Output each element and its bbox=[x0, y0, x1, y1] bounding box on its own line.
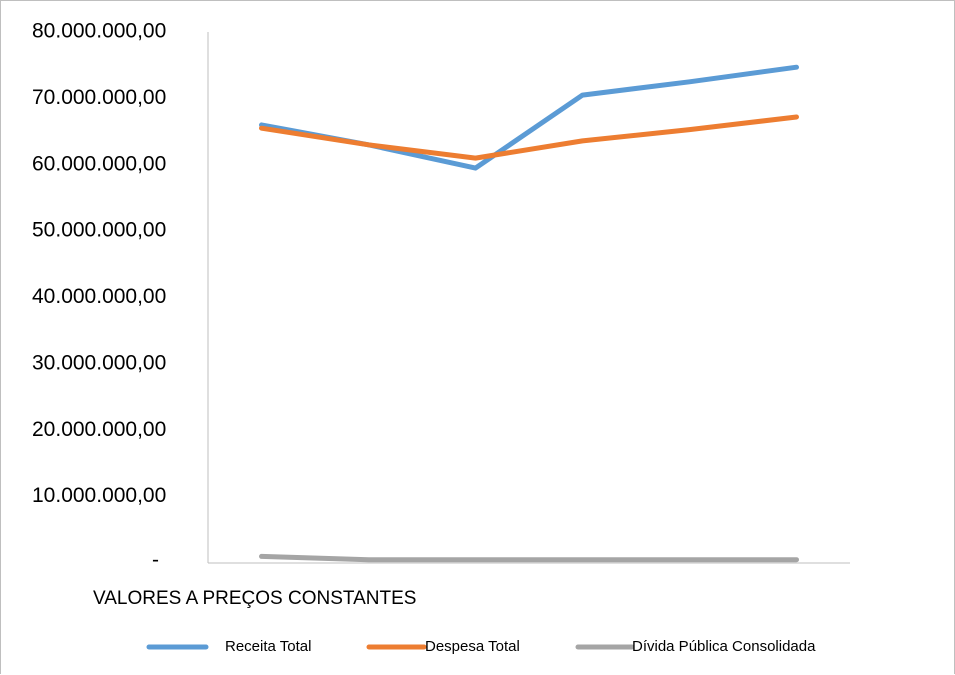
series-lines bbox=[259, 64, 799, 563]
y-tick-label: 80.000.000,00 bbox=[32, 20, 166, 43]
legend: Receita Total Despesa Total Dívida Pública… bbox=[146, 638, 816, 655]
legend-label-2: Despesa Total bbox=[425, 638, 520, 655]
y-tick-label: 40.000.000,00 bbox=[32, 285, 166, 308]
y-tick-label: 10.000.000,00 bbox=[32, 484, 166, 507]
y-tick-label: 50.000.000,00 bbox=[32, 219, 166, 242]
y-tick-label: 70.000.000,00 bbox=[32, 86, 166, 109]
legend-label-1: Receita Total bbox=[225, 638, 311, 655]
y-tick-label: - bbox=[152, 549, 159, 572]
y-tick-label: 30.000.000,00 bbox=[32, 351, 166, 374]
y-tick-label: 20.000.000,00 bbox=[32, 418, 166, 441]
legend-label-3: Dívida Pública Consolidada bbox=[632, 638, 816, 655]
y-axis-tick-labels: - 10.000.000,00 20.000.000,00 30.000.000,00… bbox=[32, 20, 166, 572]
series-line-1 bbox=[259, 64, 799, 171]
x-axis-caption: VALORES A PREÇOS CONSTANTES bbox=[93, 588, 416, 609]
y-tick-label: 60.000.000,00 bbox=[32, 152, 166, 175]
series-line-3 bbox=[259, 553, 799, 563]
series-line-2 bbox=[259, 114, 799, 161]
